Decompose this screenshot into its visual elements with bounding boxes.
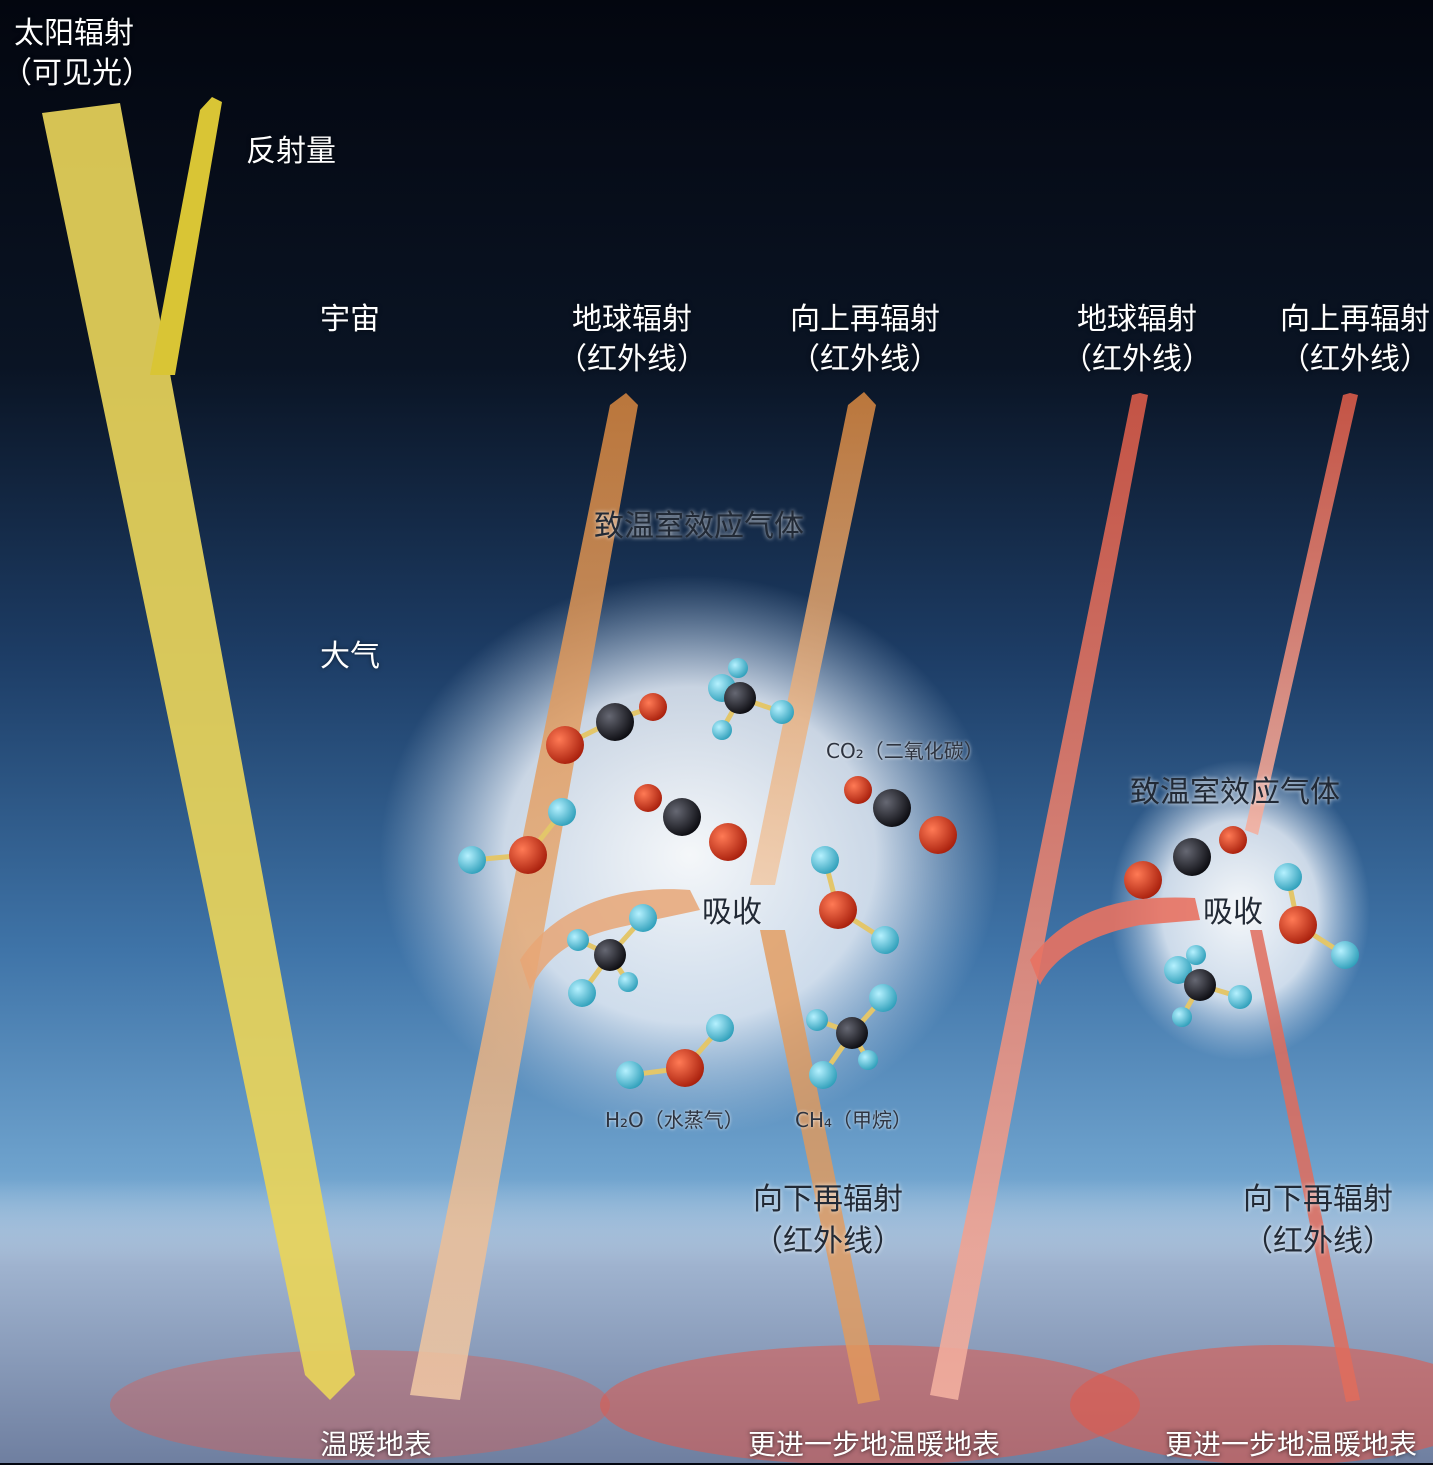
reflected-label: 反射量 [246, 134, 336, 169]
earth-ir-beam-b [930, 393, 1148, 1400]
solar-radiation-sublabel: （可见光） [2, 56, 152, 91]
molecule-h2o-1 [458, 798, 576, 874]
absorption-label-a: 吸收 [702, 895, 762, 930]
down-reradiation-beam-a [760, 930, 880, 1404]
warm-surface-label-b: 更进一步地温暖地表 [748, 1428, 1001, 1461]
molecule-ch4-4 [1164, 945, 1252, 1027]
space-label: 宇宙 [320, 302, 380, 337]
h2o-label: H₂O（水蒸气） [605, 1108, 744, 1132]
up-reradiation-sublabel-a: （红外线） [790, 342, 940, 377]
molecule-ch4-1 [708, 658, 794, 740]
up-reradiation-sublabel-b: （红外线） [1280, 342, 1430, 377]
atmosphere-label: 大气 [320, 639, 380, 674]
molecule-h2o-3 [616, 1014, 734, 1089]
molecule-co2-1 [546, 693, 667, 764]
down-reradiation-sublabel-b: （红外线） [1243, 1224, 1393, 1259]
greenhouse-gas-label-a: 致温室效应气体 [594, 509, 804, 544]
reflected-beam [150, 97, 222, 375]
solar-radiation-label: 太阳辐射 [14, 16, 134, 51]
molecule-co2-2 [634, 784, 747, 861]
earth-radiation-sublabel-a: （红外线） [557, 342, 707, 377]
co2-label: CO₂（二氧化碳） [826, 739, 984, 763]
molecule-co2-3 [844, 776, 957, 854]
down-reradiation-label-b: 向下再辐射 [1243, 1182, 1393, 1217]
gas-cloud-large [380, 575, 1000, 1135]
solar-radiation-beam [42, 103, 355, 1400]
up-reradiation-beam-a [750, 392, 876, 885]
gas-cloud-small [1110, 760, 1370, 1060]
molecule-ch4-3 [806, 984, 897, 1089]
molecule-h2o-2 [811, 846, 899, 954]
absorption-arrow-b [1030, 897, 1200, 985]
earth-radiation-label-a: 地球辐射 [572, 302, 692, 337]
absorption-label-b: 吸收 [1203, 895, 1263, 930]
earth-ir-beam-a [410, 393, 638, 1400]
earth-radiation-sublabel-b: （红外线） [1062, 342, 1212, 377]
down-reradiation-sublabel-a: （红外线） [753, 1224, 903, 1259]
warm-surface-area-b [600, 1345, 1140, 1463]
ch4-label: CH₄（甲烷） [795, 1108, 913, 1132]
molecule-ch4-2 [567, 904, 657, 1007]
down-reradiation-label-a: 向下再辐射 [753, 1182, 903, 1217]
molecule-co2-4 [1124, 826, 1247, 899]
molecule-h2o-4 [1274, 863, 1359, 969]
down-reradiation-beam-b [1250, 930, 1360, 1402]
up-reradiation-label-a: 向上再辐射 [790, 302, 940, 337]
warm-surface-label-a: 温暖地表 [320, 1428, 433, 1461]
up-reradiation-label-b: 向上再辐射 [1280, 302, 1430, 337]
up-reradiation-beam-b [1245, 393, 1358, 835]
greenhouse-gas-label-b: 致温室效应气体 [1130, 775, 1340, 810]
warm-surface-area-a [110, 1350, 610, 1460]
earth-radiation-label-b: 地球辐射 [1077, 302, 1197, 337]
warm-surface-label-c: 更进一步地温暖地表 [1165, 1428, 1418, 1461]
